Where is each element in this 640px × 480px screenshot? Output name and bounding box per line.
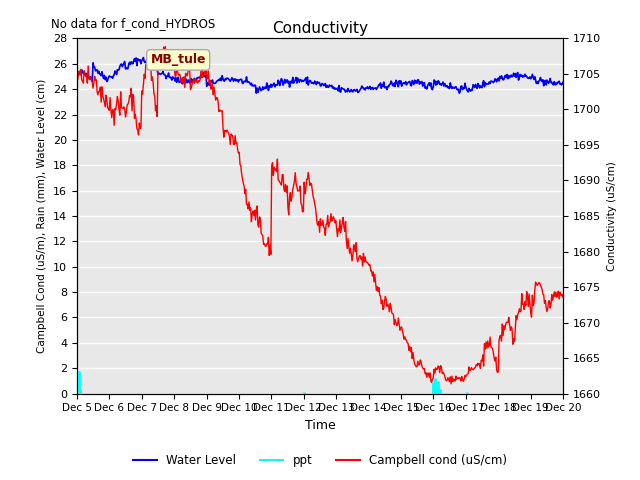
Y-axis label: Conductivity (uS/cm): Conductivity (uS/cm) [607,161,616,271]
X-axis label: Time: Time [305,419,335,432]
Legend: Water Level, ppt, Campbell cond (uS/cm): Water Level, ppt, Campbell cond (uS/cm) [128,449,512,472]
Y-axis label: Campbell Cond (uS/m), Rain (mm), Water Level (cm): Campbell Cond (uS/m), Rain (mm), Water L… [37,79,47,353]
Title: Conductivity: Conductivity [272,21,368,36]
Text: MB_tule: MB_tule [150,53,206,66]
Text: No data for f_cond_HYDROS: No data for f_cond_HYDROS [51,17,216,30]
